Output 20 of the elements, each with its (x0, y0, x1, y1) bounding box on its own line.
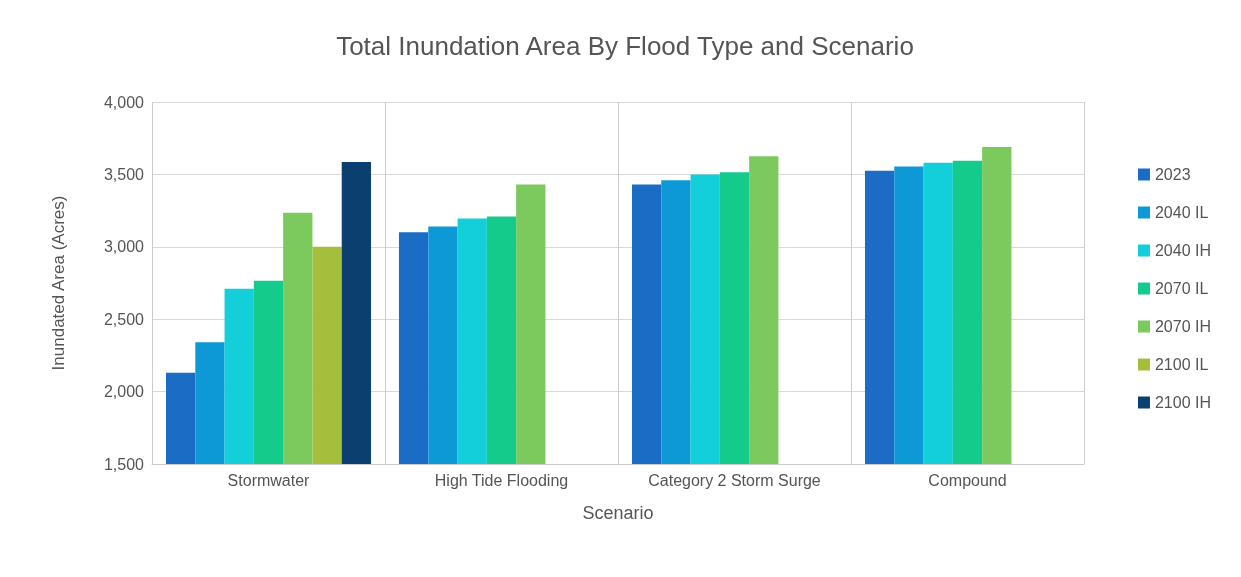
y-axis-title: Inundated Area (Acres) (49, 195, 68, 371)
y-tick-label: 1,500 (103, 455, 145, 473)
x-tick-label: High Tide Flooding (434, 471, 569, 489)
x-axis-title: Scenario (582, 503, 654, 523)
y-tick-label: 3,000 (103, 238, 145, 256)
y-tick-label: 4,000 (103, 93, 145, 111)
legend-label: 2100 IL (1154, 356, 1209, 373)
legend-label: 2070 IH (1154, 318, 1212, 335)
y-tick-label: 2,500 (103, 310, 145, 328)
legend-label: 2040 IL (1154, 204, 1209, 221)
chart-title: Total Inundation Area By Flood Type and Scenario (336, 31, 914, 61)
legend-label: 2040 IH (1154, 242, 1212, 259)
x-tick-label: Category 2 Storm Surge (648, 471, 821, 489)
y-tick-label: 3,500 (103, 165, 145, 183)
legend-label: 2100 IH (1154, 394, 1212, 411)
legend-label: 2070 IL (1154, 280, 1209, 297)
x-tick-label: Compound (928, 471, 1007, 489)
y-tick-label: 2,000 (103, 383, 145, 401)
legend-label: 2023 (1154, 166, 1191, 183)
x-tick-label: Stormwater (227, 471, 311, 489)
